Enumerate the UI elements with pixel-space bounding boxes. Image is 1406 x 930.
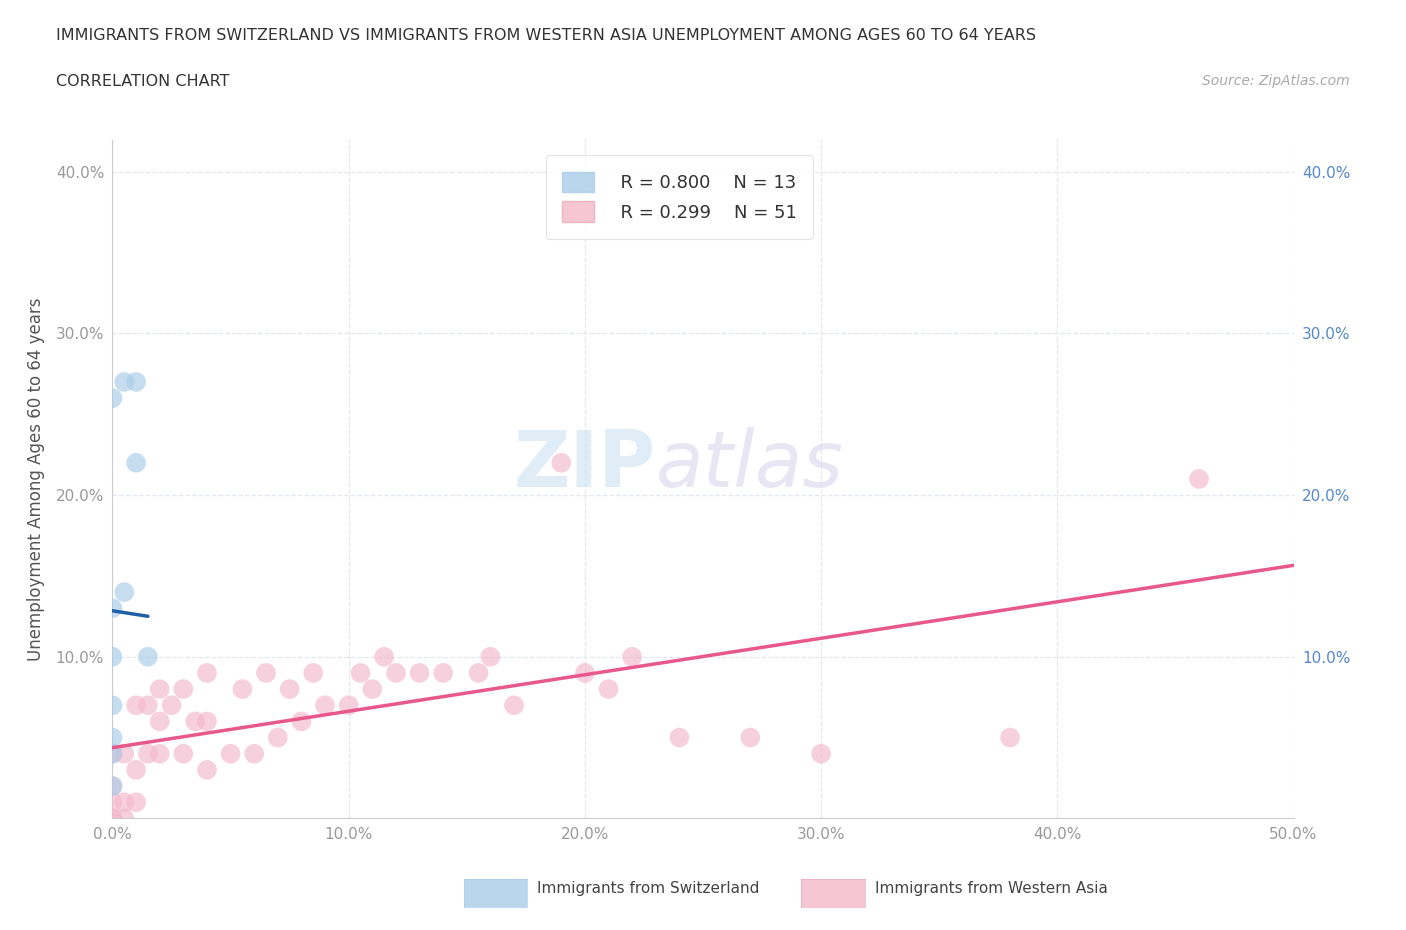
Point xyxy=(125,375,148,390)
Point xyxy=(243,746,266,761)
Point xyxy=(598,682,620,697)
Point xyxy=(1188,472,1211,486)
Point xyxy=(432,666,454,681)
Point xyxy=(136,746,159,761)
Point xyxy=(149,746,172,761)
Point xyxy=(149,835,172,850)
Point xyxy=(112,746,135,761)
Point xyxy=(101,778,124,793)
Text: IMMIGRANTS FROM SWITZERLAND VS IMMIGRANTS FROM WESTERN ASIA UNEMPLOYMENT AMONG A: IMMIGRANTS FROM SWITZERLAND VS IMMIGRANT… xyxy=(56,28,1036,43)
Legend:   R = 0.800    N = 13,   R = 0.299    N = 51: R = 0.800 N = 13, R = 0.299 N = 51 xyxy=(546,155,813,239)
Text: ZIP: ZIP xyxy=(513,428,655,503)
Point xyxy=(125,698,148,712)
Point xyxy=(219,746,242,761)
Point xyxy=(101,730,124,745)
Point xyxy=(112,375,135,390)
Point xyxy=(337,698,360,712)
Point xyxy=(503,698,526,712)
Point xyxy=(101,778,124,793)
Point xyxy=(467,666,489,681)
Point xyxy=(149,714,172,729)
Point xyxy=(101,746,124,761)
Point xyxy=(314,698,336,712)
Point xyxy=(149,682,172,697)
Point xyxy=(125,763,148,777)
Text: atlas: atlas xyxy=(655,428,844,503)
Text: Immigrants from Switzerland: Immigrants from Switzerland xyxy=(537,881,759,896)
Point xyxy=(101,795,124,810)
Point xyxy=(112,811,135,826)
Point xyxy=(136,698,159,712)
Text: Source: ZipAtlas.com: Source: ZipAtlas.com xyxy=(1202,74,1350,88)
Y-axis label: Unemployment Among Ages 60 to 64 years: Unemployment Among Ages 60 to 64 years xyxy=(27,298,45,660)
Point xyxy=(112,585,135,600)
Point xyxy=(101,811,124,826)
Point xyxy=(349,666,371,681)
Point xyxy=(385,666,408,681)
Point xyxy=(101,601,124,616)
Point xyxy=(136,649,159,664)
Point xyxy=(160,698,183,712)
Point xyxy=(101,391,124,405)
Point xyxy=(267,730,290,745)
Point xyxy=(550,456,572,471)
Point xyxy=(101,649,124,664)
Point xyxy=(302,666,325,681)
Point xyxy=(373,649,395,664)
Point xyxy=(278,682,301,697)
Point xyxy=(621,649,644,664)
Point xyxy=(195,666,218,681)
Point xyxy=(408,666,430,681)
Text: Immigrants from Western Asia: Immigrants from Western Asia xyxy=(875,881,1108,896)
Point xyxy=(574,666,596,681)
Point xyxy=(290,714,312,729)
Point xyxy=(101,698,124,712)
Point xyxy=(112,795,135,810)
Point xyxy=(172,682,194,697)
Point xyxy=(254,666,277,681)
Point xyxy=(125,795,148,810)
Point xyxy=(101,811,124,826)
Point xyxy=(479,649,502,664)
Point xyxy=(998,730,1021,745)
Point xyxy=(172,746,194,761)
Point xyxy=(101,746,124,761)
Point xyxy=(195,714,218,729)
Point xyxy=(361,682,384,697)
Point xyxy=(668,730,690,745)
Point xyxy=(195,763,218,777)
Point xyxy=(184,714,207,729)
Point xyxy=(231,682,253,697)
Point xyxy=(740,730,762,745)
Point xyxy=(810,746,832,761)
Text: CORRELATION CHART: CORRELATION CHART xyxy=(56,74,229,89)
Point xyxy=(125,456,148,471)
